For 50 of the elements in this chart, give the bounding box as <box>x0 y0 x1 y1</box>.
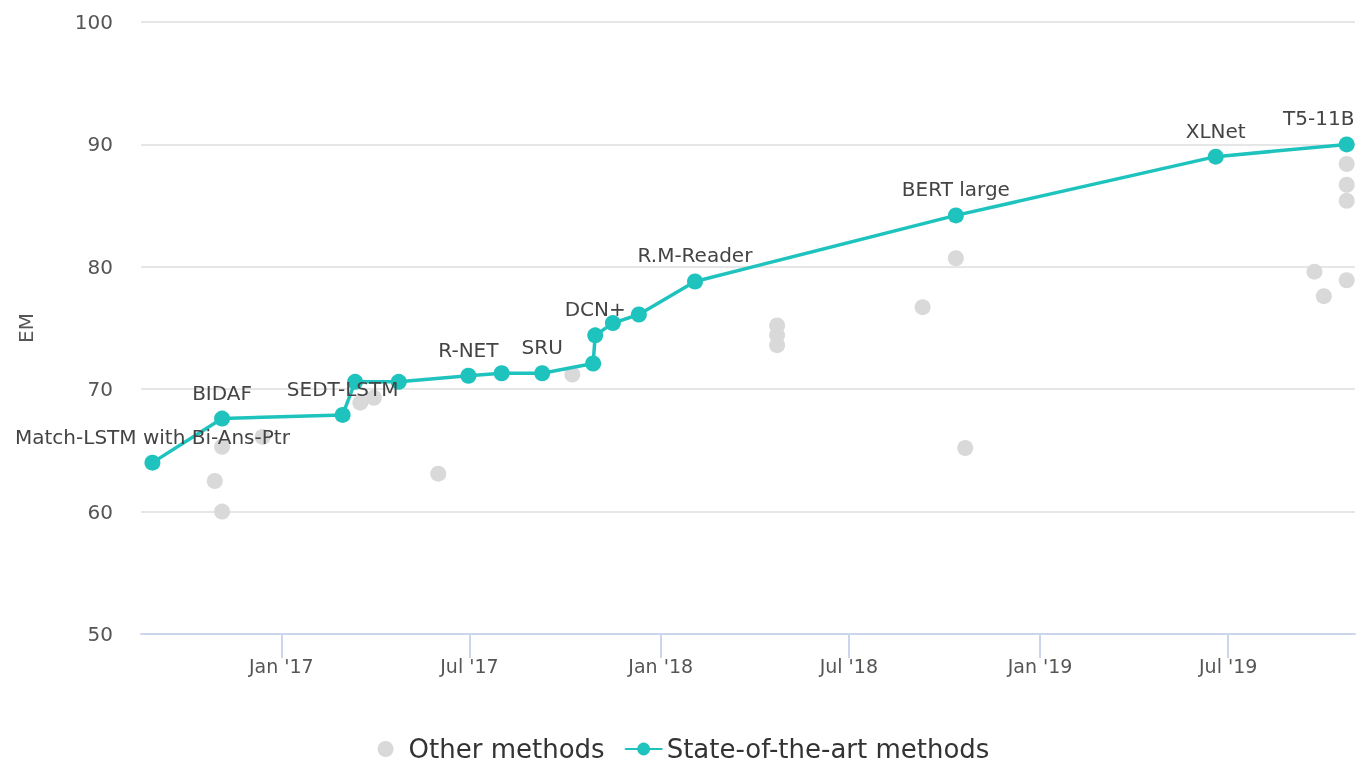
point <box>947 207 964 224</box>
point <box>460 367 477 384</box>
annotation: T5-11B <box>1282 106 1355 131</box>
point <box>947 250 964 267</box>
point <box>687 273 703 290</box>
annotation: SRU <box>521 335 563 360</box>
y-tick-label: 50 <box>87 622 113 646</box>
y-tick-label: 90 <box>87 132 113 157</box>
point <box>430 465 447 482</box>
y-tick-label: 100 <box>74 10 113 34</box>
point <box>957 439 974 456</box>
x-tick-label: Jul '17 <box>439 654 499 677</box>
point <box>1207 148 1224 165</box>
point <box>493 365 510 382</box>
point <box>1315 288 1332 305</box>
annotation: R-NET <box>438 337 500 362</box>
point <box>1306 263 1323 280</box>
x-tick-label: Jul '18 <box>818 654 879 677</box>
point <box>1338 176 1355 193</box>
legend-label: Other methods <box>408 734 605 764</box>
point <box>1338 136 1355 153</box>
annotation: XLNet <box>1185 118 1246 143</box>
x-tick-label: Jan '17 <box>247 654 314 677</box>
point <box>1338 155 1355 172</box>
x-tick-label: Jul '19 <box>1198 654 1258 677</box>
point <box>604 315 621 332</box>
annotation: R.M-Reader <box>637 243 754 268</box>
y-axis-title: EM <box>14 313 38 343</box>
annotation: DCN+ <box>564 297 626 322</box>
x-tick-label: Jan '19 <box>1006 654 1073 677</box>
point <box>1338 272 1355 289</box>
point <box>214 503 231 520</box>
point <box>214 410 231 427</box>
point <box>334 406 351 423</box>
x-tick-label: Jan '18 <box>627 654 694 677</box>
y-tick-label: 80 <box>87 254 113 279</box>
legend-label: State-of-the-art methods <box>666 734 990 764</box>
y-tick-label: 70 <box>87 377 113 402</box>
annotation: BIDAF <box>192 380 252 405</box>
y-tick-label: 60 <box>87 499 113 524</box>
point <box>534 365 551 382</box>
annotation: BERT large <box>901 177 1010 202</box>
annotation: Match-LSTM with Bi-Ans-Ptr <box>15 424 291 449</box>
point <box>587 327 604 344</box>
point <box>206 473 223 489</box>
point <box>144 454 161 471</box>
point <box>585 355 602 372</box>
point <box>630 306 647 323</box>
point <box>1338 192 1355 209</box>
point <box>914 299 931 316</box>
